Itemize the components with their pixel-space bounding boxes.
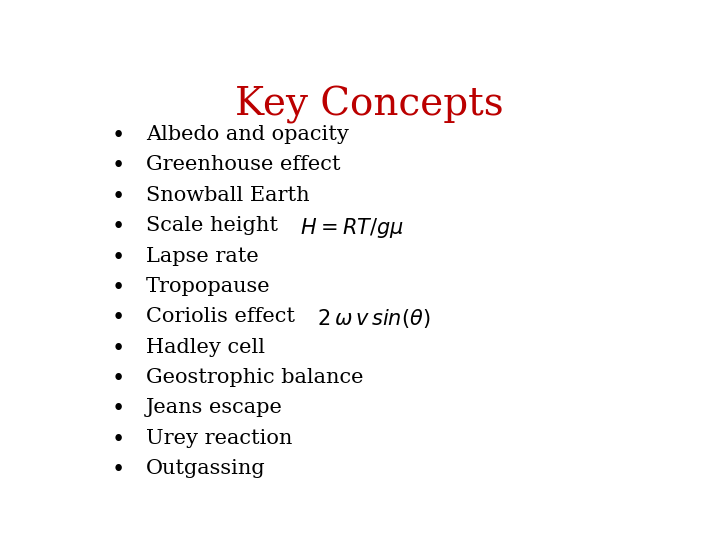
Text: •: • bbox=[112, 307, 125, 329]
Text: Hadley cell: Hadley cell bbox=[145, 338, 265, 356]
Text: •: • bbox=[112, 246, 125, 268]
Text: •: • bbox=[112, 186, 125, 208]
Text: Lapse rate: Lapse rate bbox=[145, 246, 258, 266]
Text: $2\,\omega\, v\, sin(\theta)$: $2\,\omega\, v\, sin(\theta)$ bbox=[297, 307, 430, 330]
Text: Jeans escape: Jeans escape bbox=[145, 399, 283, 417]
Text: •: • bbox=[112, 338, 125, 360]
Text: •: • bbox=[112, 277, 125, 299]
Text: Greenhouse effect: Greenhouse effect bbox=[145, 156, 341, 174]
Text: Key Concepts: Key Concepts bbox=[235, 85, 503, 124]
Text: •: • bbox=[112, 429, 125, 450]
Text: Scale height: Scale height bbox=[145, 216, 278, 235]
Text: Geostrophic balance: Geostrophic balance bbox=[145, 368, 364, 387]
Text: •: • bbox=[112, 156, 125, 178]
Text: Urey reaction: Urey reaction bbox=[145, 429, 292, 448]
Text: Albedo and opacity: Albedo and opacity bbox=[145, 125, 348, 144]
Text: Tropopause: Tropopause bbox=[145, 277, 271, 296]
Text: •: • bbox=[112, 459, 125, 481]
Text: $H = RT/g\mu$: $H = RT/g\mu$ bbox=[281, 216, 404, 240]
Text: •: • bbox=[112, 216, 125, 238]
Text: •: • bbox=[112, 125, 125, 147]
Text: Outgassing: Outgassing bbox=[145, 459, 266, 478]
Text: Coriolis effect: Coriolis effect bbox=[145, 307, 294, 326]
Text: •: • bbox=[112, 368, 125, 390]
Text: •: • bbox=[112, 399, 125, 420]
Text: Snowball Earth: Snowball Earth bbox=[145, 186, 310, 205]
